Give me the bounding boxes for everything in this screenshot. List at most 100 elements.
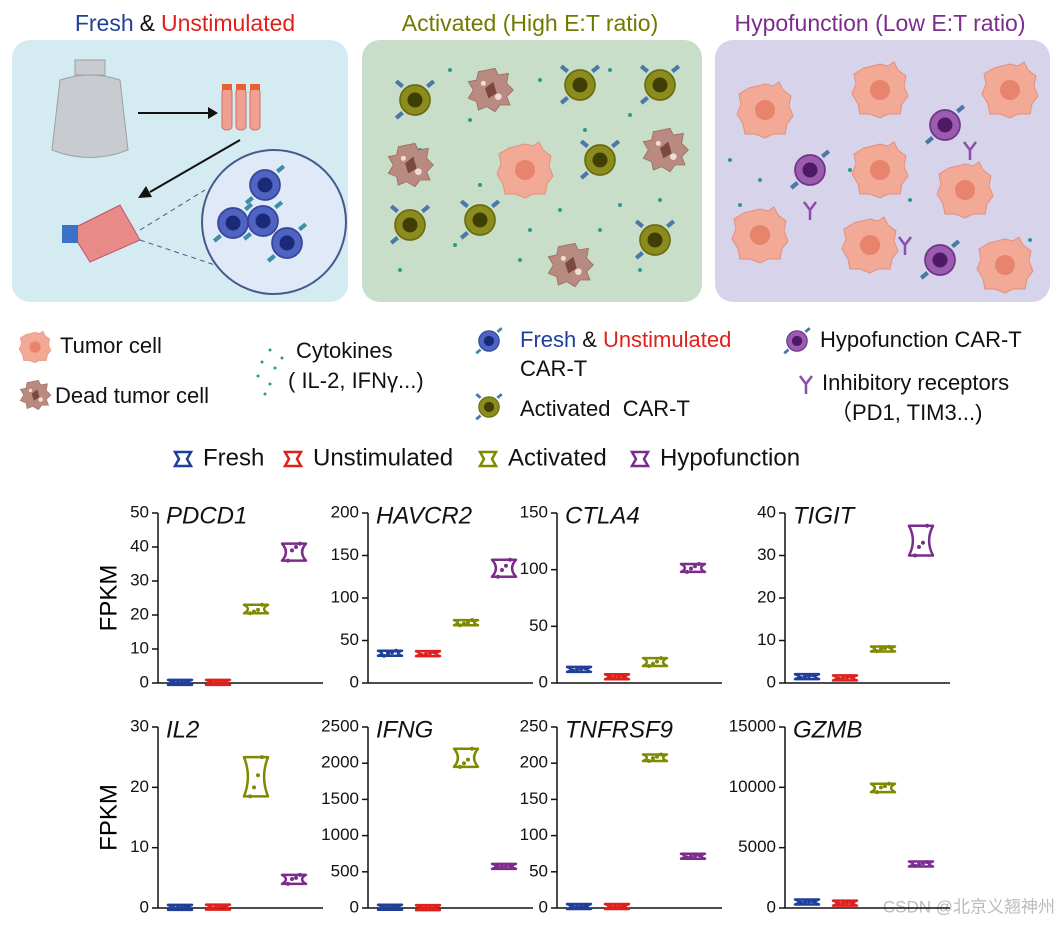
data-point (218, 904, 222, 909)
data-point (575, 904, 579, 909)
y-tick-label: 150 (520, 502, 548, 521)
data-point (875, 790, 879, 795)
key-part: Unstimulated (603, 327, 731, 352)
violin (679, 562, 707, 574)
data-point (875, 649, 879, 654)
violin (280, 873, 308, 886)
data-point (799, 675, 803, 680)
data-point (613, 674, 617, 679)
y-tick-label: 30 (757, 545, 776, 564)
violin (793, 898, 821, 906)
data-point (807, 674, 811, 679)
data-point (386, 905, 390, 910)
data-point (849, 900, 853, 905)
key-text: Fresh & Unstimulated (520, 327, 731, 352)
violin (204, 903, 232, 911)
key-part: & (582, 327, 597, 352)
legend-swatch (477, 450, 499, 468)
y-tick-label: 150 (331, 545, 359, 564)
data-point (837, 676, 841, 681)
data-point (210, 906, 214, 910)
data-point (879, 647, 883, 651)
data-point (394, 648, 398, 653)
violin (679, 852, 707, 860)
legend-label: Fresh (203, 444, 264, 471)
data-point (685, 855, 689, 860)
data-point (651, 756, 655, 761)
violin (869, 645, 897, 653)
data-point (583, 904, 587, 909)
data-point (799, 900, 803, 905)
data-point (807, 899, 811, 904)
data-point (458, 764, 462, 769)
data-point (689, 854, 693, 859)
icon (474, 326, 504, 355)
violin (869, 782, 897, 794)
y-tick-label: 50 (529, 861, 548, 880)
panel-title: Activated (High E:T ratio) (402, 10, 659, 36)
data-point (428, 905, 432, 910)
chart-title: HAVCR2 (376, 502, 472, 529)
violin (490, 558, 518, 578)
y-tick-label: 50 (529, 616, 548, 635)
data-point (697, 853, 701, 858)
data-point (647, 759, 651, 764)
y-tick-label: 1000 (321, 825, 359, 844)
violin (280, 542, 308, 562)
data-point (260, 602, 264, 607)
title-part: & (140, 10, 155, 36)
data-point (879, 785, 883, 790)
violin (793, 672, 821, 681)
data-point (462, 761, 466, 766)
key-text: Dead tumor cell (55, 383, 209, 408)
data-point (294, 545, 298, 549)
data-point (294, 875, 298, 880)
data-point (917, 545, 921, 549)
y-tick-label: 0 (539, 897, 548, 916)
data-point (432, 650, 436, 655)
data-point (841, 901, 845, 906)
data-point (462, 621, 466, 626)
legend-label: Hypofunction (660, 444, 800, 471)
panel-title: Hypofunction (Low E:T ratio) (734, 10, 1025, 36)
title-part: Fresh (75, 10, 134, 36)
data-point (811, 899, 815, 904)
violin (414, 649, 442, 658)
data-point (286, 558, 290, 563)
y-tick-label: 0 (767, 897, 776, 916)
data-point (214, 905, 218, 910)
data-point (508, 864, 512, 869)
data-point (386, 651, 390, 656)
illustration (387, 63, 689, 288)
data-point (172, 680, 176, 685)
data-point (617, 904, 621, 909)
y-tick-label: 200 (331, 502, 359, 521)
y-tick-label: 200 (520, 753, 548, 772)
data-point (841, 675, 845, 680)
data-point (256, 773, 260, 778)
chart-title: IFNG (376, 716, 433, 743)
violin (452, 618, 480, 627)
data-point (390, 905, 394, 910)
data-point (176, 905, 180, 910)
violin (641, 656, 669, 668)
data-point (496, 574, 500, 579)
data-point (504, 563, 508, 568)
data-point (496, 864, 500, 869)
y-tick-label: 30 (130, 570, 149, 589)
violin (376, 649, 404, 658)
data-point (693, 853, 697, 858)
y-tick-label: 100 (331, 587, 359, 606)
y-tick-label: 20 (130, 604, 149, 623)
data-point (803, 899, 807, 904)
data-point (921, 861, 925, 866)
y-tick-label: 0 (767, 672, 776, 691)
violin (831, 674, 859, 682)
data-point (803, 674, 807, 679)
data-point (382, 905, 386, 910)
y-tick-label: 500 (331, 861, 359, 880)
key-text: Inhibitory receptors (822, 370, 1009, 395)
violin (166, 678, 194, 687)
data-point (176, 680, 180, 685)
